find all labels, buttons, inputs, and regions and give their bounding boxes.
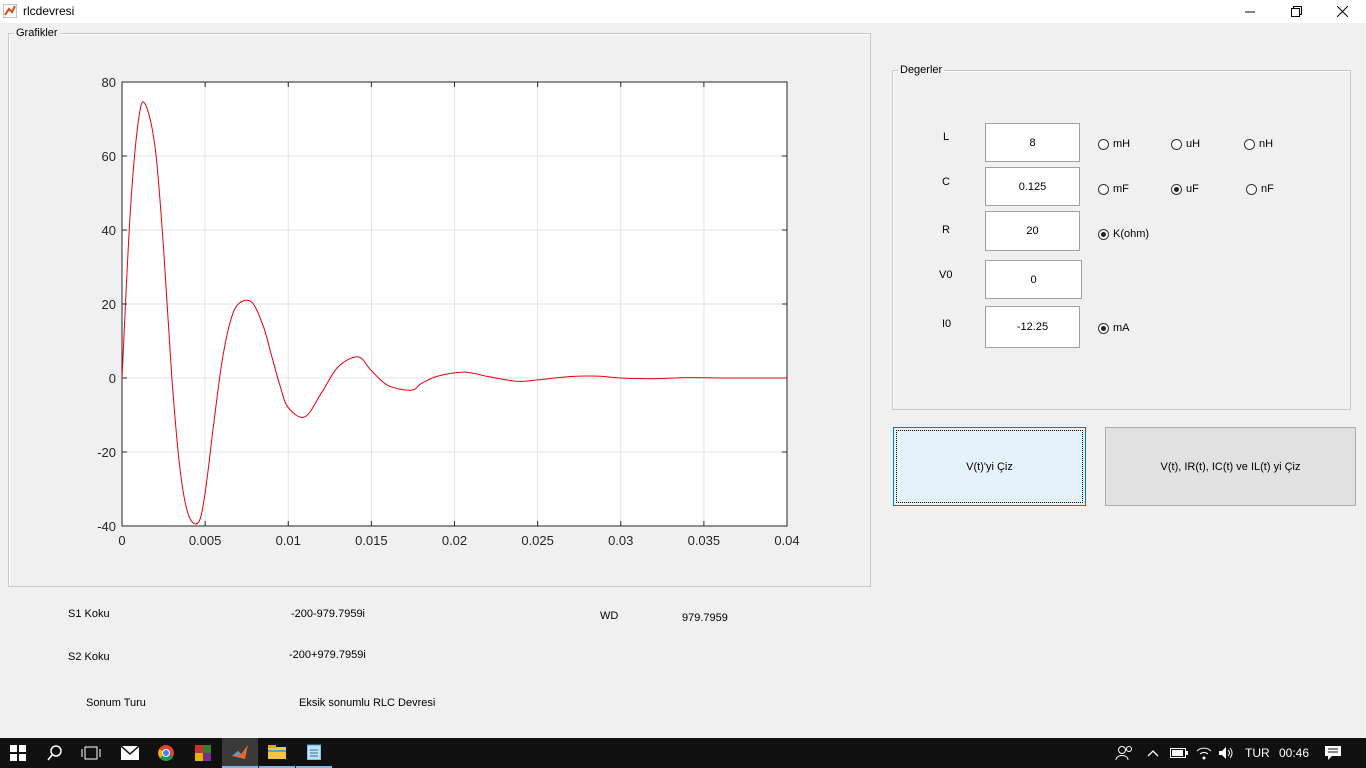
c-value-input[interactable] (985, 167, 1080, 206)
v0-label: V0 (939, 269, 953, 281)
winrar-button[interactable] (185, 738, 221, 768)
values-panel: Degerler (892, 64, 1351, 410)
title-bar: rlcdevresi (0, 0, 1366, 23)
search-icon (47, 745, 62, 761)
c-unit-uf-radio[interactable]: uF (1171, 182, 1199, 196)
x-tick-label: 0 (118, 533, 125, 548)
folder-icon (268, 745, 286, 759)
matlab-icon (232, 745, 248, 759)
battery-icon[interactable] (1170, 738, 1188, 768)
l-label: L (943, 131, 950, 143)
x-tick-label: 0.025 (521, 533, 554, 548)
restore-icon (1290, 6, 1302, 17)
graph-panel-title: Grafikler (14, 27, 60, 39)
c-label: C (942, 176, 950, 188)
winrar-icon (195, 745, 211, 761)
window-title: rlcdevresi (23, 4, 75, 18)
v0-value-input[interactable] (985, 260, 1082, 299)
language-indicator[interactable]: TUR (1245, 746, 1270, 760)
c-unit-nf-radio[interactable]: nF (1246, 182, 1274, 196)
y-tick-label: 0 (109, 371, 116, 386)
voltage-series-line (121, 101, 787, 525)
x-tick-label: 0.005 (189, 533, 222, 548)
y-tick-label: -20 (97, 445, 116, 460)
restore-button[interactable] (1273, 0, 1319, 23)
x-tick-label: 0.01 (276, 533, 301, 548)
search-button[interactable] (37, 738, 73, 768)
plot-all-button[interactable]: V(t), IR(t), IC(t) ve IL(t) yi Çiz (1105, 427, 1356, 506)
people-icon[interactable] (1115, 738, 1133, 768)
l-unit-mh-radio[interactable]: mH (1098, 137, 1130, 151)
x-tick-label: 0.035 (688, 533, 721, 548)
s1-value: -200-979.7959i (291, 608, 366, 620)
r-label: R (942, 224, 950, 236)
mail-icon (121, 746, 139, 760)
values-panel-title: Degerler (898, 64, 945, 76)
show-hidden-icons-chevron-icon[interactable] (1147, 738, 1159, 768)
matlab-app-icon (3, 4, 17, 18)
task-view-icon (81, 746, 101, 760)
chrome-button[interactable] (148, 738, 184, 768)
l-unit-uh-radio[interactable]: uH (1171, 137, 1200, 151)
s2-value: -200+979.7959i (289, 649, 366, 661)
clock[interactable]: 00:46 (1279, 746, 1310, 760)
l-unit-nh-radio[interactable]: nH (1244, 137, 1273, 151)
start-button[interactable] (0, 738, 36, 768)
windows-icon (10, 745, 26, 761)
graph-panel: Grafikler (8, 27, 871, 587)
task-view-button[interactable] (73, 738, 109, 768)
y-tick-label: 20 (102, 297, 116, 312)
r-value-input[interactable] (985, 211, 1080, 251)
i0-value-input[interactable] (985, 306, 1080, 348)
chrome-icon (158, 745, 174, 761)
wifi-icon[interactable] (1196, 738, 1212, 768)
voltage-chart: 0 0.005 0.01 0.015 0.02 0.025 0.03 0.035 0.04 80 6… (97, 75, 799, 548)
wd-label: WD (600, 610, 619, 622)
x-tick-label: 0.03 (608, 533, 633, 548)
notifications-icon[interactable] (1324, 738, 1342, 768)
notepad-button[interactable] (296, 738, 332, 768)
x-tick-label: 0.015 (355, 533, 388, 548)
y-tick-label: 60 (102, 149, 116, 164)
c-unit-mf-radio[interactable]: mF (1098, 182, 1129, 196)
notepad-icon (307, 744, 321, 760)
plot-frame (121, 81, 788, 527)
close-button[interactable] (1319, 0, 1365, 23)
r-unit-kohm-radio[interactable]: K(ohm) (1098, 227, 1149, 241)
y-tick-label: -40 (97, 519, 116, 534)
s2-label: S2 Koku (68, 651, 110, 663)
mail-app-button[interactable] (112, 738, 148, 768)
x-tick-label: 0.04 (774, 533, 799, 548)
wd-value: 979.7959 (682, 612, 728, 624)
l-value-input[interactable] (985, 123, 1080, 162)
minimize-button[interactable] (1227, 0, 1273, 23)
volume-icon[interactable] (1218, 738, 1234, 768)
s1-label: S1 Koku (68, 608, 110, 620)
damping-type-label: Sonum Turu (86, 697, 146, 709)
file-explorer-button[interactable] (259, 738, 295, 768)
x-tick-label: 0.02 (442, 533, 467, 548)
y-tick-label: 80 (102, 75, 116, 90)
minimize-icon (1245, 11, 1255, 12)
damping-type-value: Eksik sonumlu RLC Devresi (299, 697, 436, 709)
i0-label: I0 (942, 318, 952, 330)
y-tick-label: 40 (102, 223, 116, 238)
close-icon (1336, 6, 1348, 17)
taskbar: TUR 00:46 (0, 738, 1366, 768)
matlab-taskbar-button[interactable] (222, 738, 258, 768)
plot-v-button[interactable]: V(t)'yi Çiz (893, 427, 1086, 506)
i0-unit-ma-radio[interactable]: mA (1098, 321, 1130, 335)
